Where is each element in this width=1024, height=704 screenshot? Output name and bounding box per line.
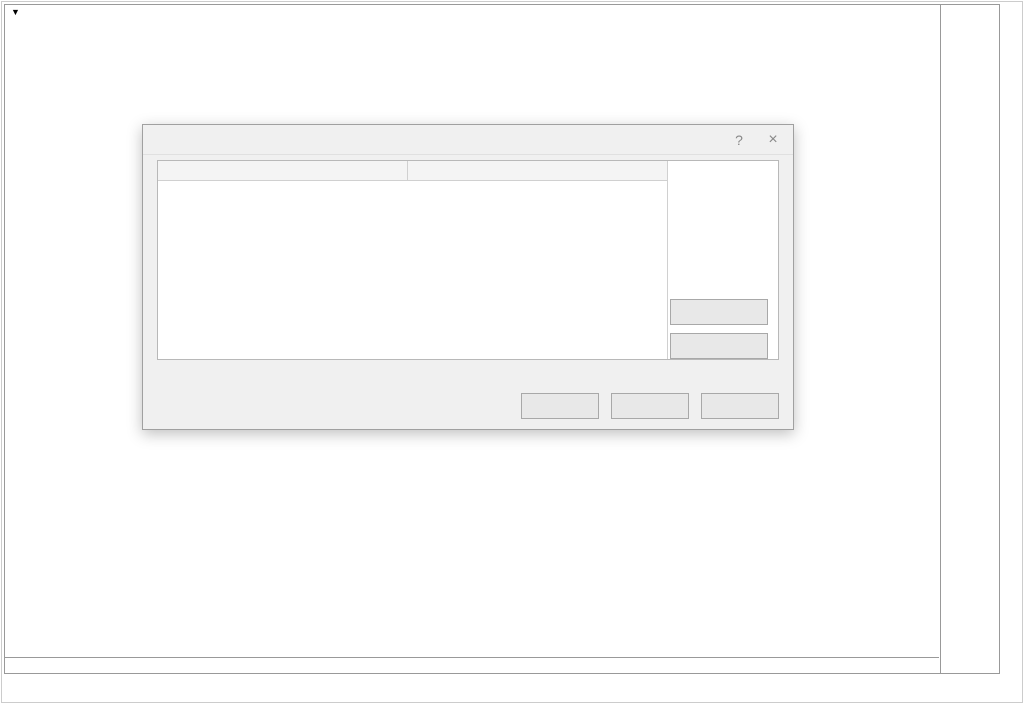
x-axis — [5, 657, 939, 673]
column-variable[interactable] — [158, 161, 408, 180]
save-button[interactable] — [670, 333, 768, 359]
indicator-properties-dialog: ? × — [142, 124, 794, 430]
y-axis — [940, 5, 1000, 673]
close-icon[interactable]: × — [759, 125, 787, 155]
load-button[interactable] — [670, 299, 768, 325]
help-icon[interactable]: ? — [725, 125, 753, 155]
cancel-button[interactable] — [611, 393, 689, 419]
inputs-grid[interactable] — [158, 161, 668, 359]
reset-button[interactable] — [701, 393, 779, 419]
dialog-titlebar[interactable]: ? × — [143, 125, 793, 155]
ok-button[interactable] — [521, 393, 599, 419]
column-value[interactable] — [408, 161, 667, 180]
inputs-tab-panel — [157, 160, 779, 360]
chart-symbol-header: ▼ — [11, 7, 20, 19]
